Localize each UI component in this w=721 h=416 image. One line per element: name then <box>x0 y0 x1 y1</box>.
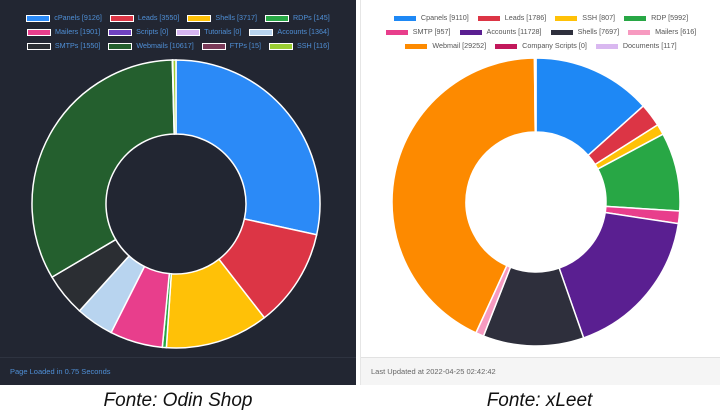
caption-odin-shop: Fonte: Odin Shop <box>103 390 253 411</box>
legend-swatch <box>594 42 619 50</box>
xleet-donut-chart <box>391 57 681 347</box>
legend-label: Mailers [1901] <box>55 27 101 36</box>
footer-text: Page Loaded in 0.75 Seconds <box>0 357 356 385</box>
legend-swatch <box>458 28 483 36</box>
footer-text: Last Updated at 2022-04-25 02:42:42 <box>361 357 720 385</box>
legend-label: RDP [5992] <box>651 13 689 22</box>
legend-label: RDPs [145] <box>292 13 330 22</box>
legend-item-scripts[interactable]: Scripts [0] <box>108 27 168 37</box>
legend: cPanels [9126] Leads [3550] Shells [3717] R… <box>6 13 350 51</box>
legend-swatch <box>108 42 133 50</box>
slice-webmails[interactable] <box>31 59 175 279</box>
legend-label: SMTPs [1550] <box>54 41 101 50</box>
legend-item-mailers[interactable]: Mailers [1901] <box>27 27 100 37</box>
legend-label: Scripts [0] <box>136 27 169 36</box>
legend-item-accounts[interactable]: Accounts [1364] <box>249 27 329 37</box>
legend-swatch <box>109 14 134 22</box>
legend-swatch <box>623 14 648 22</box>
legend-label: Shells [7697] <box>577 27 620 36</box>
legend-label: Leads [1786] <box>504 13 547 22</box>
legend-swatch <box>187 14 212 22</box>
legend-item-leads[interactable]: Leads [1786] <box>476 13 547 23</box>
legend-swatch <box>476 14 501 22</box>
legend-swatch <box>27 28 52 36</box>
legend-item-cpanels[interactable]: Cpanels [9110] <box>392 13 469 23</box>
legend-item-smtps[interactable]: SMTPs [1550] <box>26 41 101 51</box>
legend-item-company-scripts[interactable]: Company Scripts [0] <box>494 41 587 51</box>
slice-documents[interactable] <box>533 57 537 133</box>
legend-label: Company Scripts [0] <box>522 41 587 50</box>
legend-item-cpanels[interactable]: cPanels [9126] <box>26 13 102 23</box>
legend-swatch <box>201 42 226 50</box>
legend-swatch <box>264 14 289 22</box>
legend-label: Documents [117] <box>622 41 677 50</box>
legend-label: Webmail [29252] <box>432 41 487 50</box>
legend-item-webmails[interactable]: Webmails [10617] <box>108 41 194 51</box>
legend-swatch <box>404 42 429 50</box>
legend-swatch <box>554 14 579 22</box>
slice-accounts[interactable] <box>558 211 680 339</box>
legend-label: Tutorials [0] <box>204 27 242 36</box>
legend-label: Webmails [10617] <box>136 41 194 50</box>
legend-swatch <box>627 28 652 36</box>
legend-swatch <box>549 28 574 36</box>
legend-swatch <box>392 14 417 22</box>
legend-item-tutorials[interactable]: Tutorials [0] <box>176 27 241 37</box>
legend-item-smtp[interactable]: SMTP [957] <box>384 27 451 37</box>
legend-label: FTPs [15] <box>229 41 261 50</box>
legend-label: Leads [3550] <box>137 13 180 22</box>
caption-xleet: Fonte: xLeet <box>486 390 593 411</box>
slice-cpanels[interactable] <box>175 59 321 236</box>
legend-item-documents[interactable]: Documents [117] <box>594 41 677 51</box>
odin-shop-donut-chart <box>31 59 321 349</box>
legend-swatch <box>384 28 409 36</box>
legend-label: Cpanels [9110] <box>420 13 469 22</box>
legend-swatch <box>249 28 274 36</box>
legend-label: Mailers [616] <box>655 27 697 36</box>
legend-label: SMTP [957] <box>412 27 451 36</box>
legend-swatch <box>176 28 201 36</box>
legend-swatch <box>26 42 51 50</box>
slice-ssh[interactable] <box>171 59 177 135</box>
legend-item-ssh[interactable]: SSH [807] <box>554 13 615 23</box>
legend-item-mailers[interactable]: Mailers [616] <box>627 27 696 37</box>
legend-item-ftps[interactable]: FTPs [15] <box>201 41 261 51</box>
legend-label: Shells [3717] <box>215 13 257 22</box>
legend-label: SSH [116] <box>296 41 330 50</box>
legend-swatch <box>108 28 133 36</box>
legend-item-shells[interactable]: Shells [3717] <box>187 13 257 23</box>
legend-item-shells[interactable]: Shells [7697] <box>549 27 620 37</box>
legend-item-accounts[interactable]: Accounts [11728] <box>458 27 542 37</box>
legend-item-rdps[interactable]: RDPs [145] <box>264 13 330 23</box>
legend-label: Accounts [1364] <box>277 27 329 36</box>
legend-item-ssh[interactable]: SSH [116] <box>268 41 330 51</box>
legend: Cpanels [9110] Leads [1786] SSH [807] RDP [… <box>367 13 714 51</box>
legend-swatch <box>26 14 51 22</box>
legend-label: SSH [807] <box>582 13 616 22</box>
legend-label: Accounts [11728] <box>486 27 542 36</box>
legend-label: cPanels [9126] <box>54 13 102 22</box>
slice-webmail[interactable] <box>391 57 537 334</box>
legend-item-leads[interactable]: Leads [3550] <box>109 13 180 23</box>
legend-item-rdp[interactable]: RDP [5992] <box>623 13 688 23</box>
legend-swatch <box>268 42 293 50</box>
legend-item-webmail[interactable]: Webmail [29252] <box>404 41 486 51</box>
legend-swatch <box>494 42 519 50</box>
